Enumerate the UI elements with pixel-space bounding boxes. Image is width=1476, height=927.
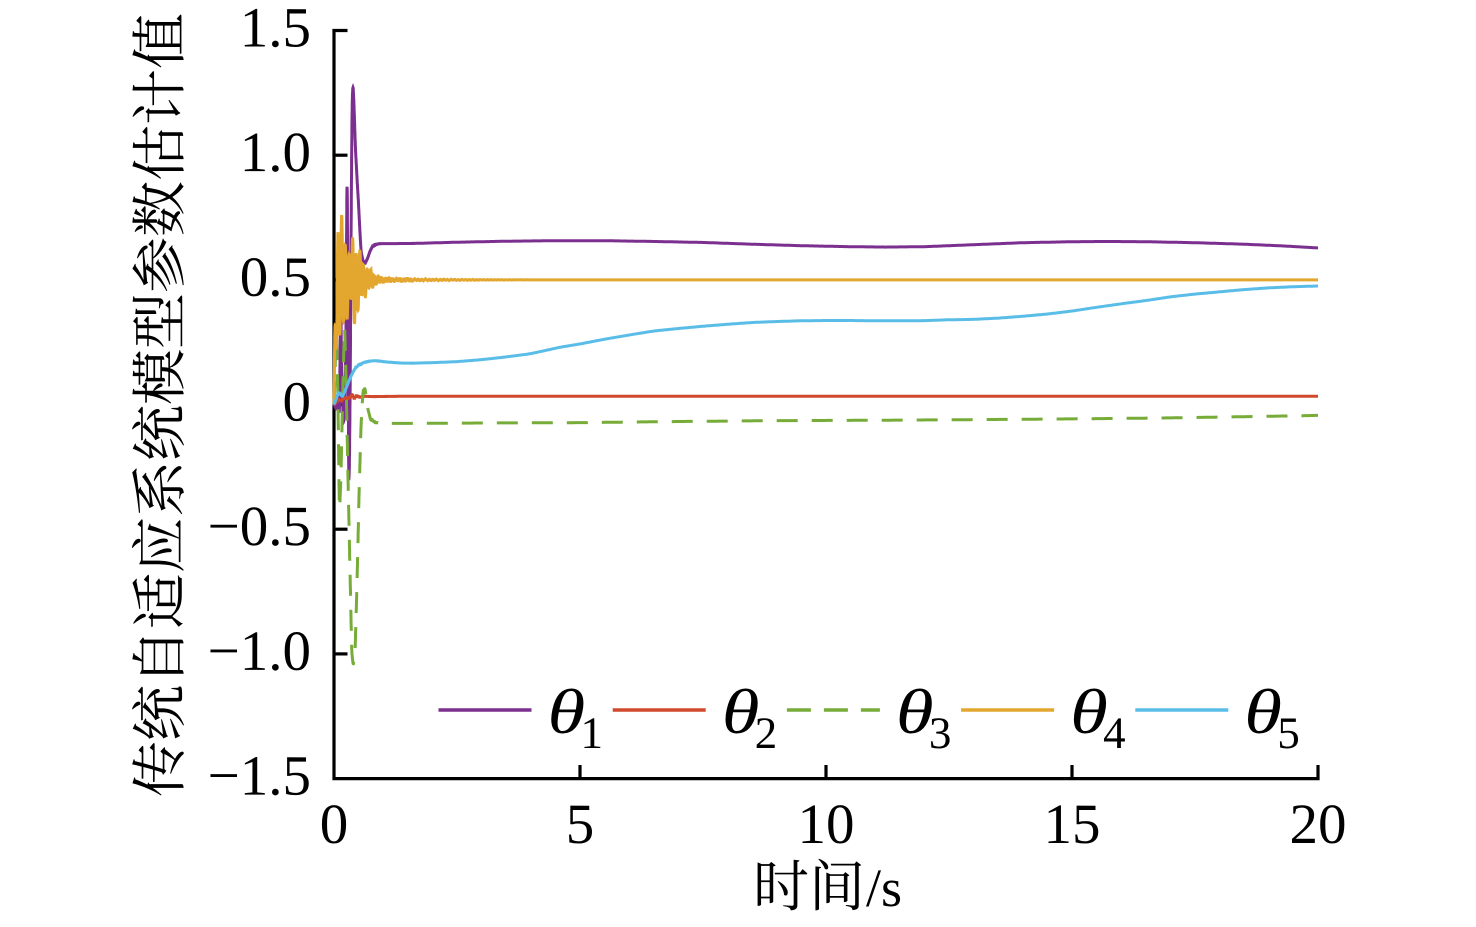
svg-text:15: 15: [1043, 793, 1100, 856]
svg-text:1.5: 1.5: [240, 0, 311, 60]
svg-text:0.5: 0.5: [240, 246, 311, 309]
svg-text:θ: θ: [1244, 677, 1282, 748]
svg-text:θ: θ: [896, 677, 934, 748]
svg-text:20: 20: [1289, 793, 1346, 856]
svg-text:θ: θ: [548, 677, 586, 748]
svg-text:−1.0: −1.0: [208, 620, 311, 683]
svg-text:−0.5: −0.5: [208, 495, 311, 558]
svg-text:−1.5: −1.5: [208, 745, 311, 808]
svg-text:0: 0: [320, 793, 349, 856]
svg-text:/s: /s: [866, 858, 902, 918]
svg-text:0: 0: [282, 371, 311, 434]
svg-text:5: 5: [566, 793, 595, 856]
svg-text:1.0: 1.0: [240, 121, 311, 184]
svg-text:θ: θ: [722, 677, 760, 748]
svg-text:10: 10: [797, 793, 854, 856]
svg-text:θ: θ: [1070, 677, 1108, 748]
